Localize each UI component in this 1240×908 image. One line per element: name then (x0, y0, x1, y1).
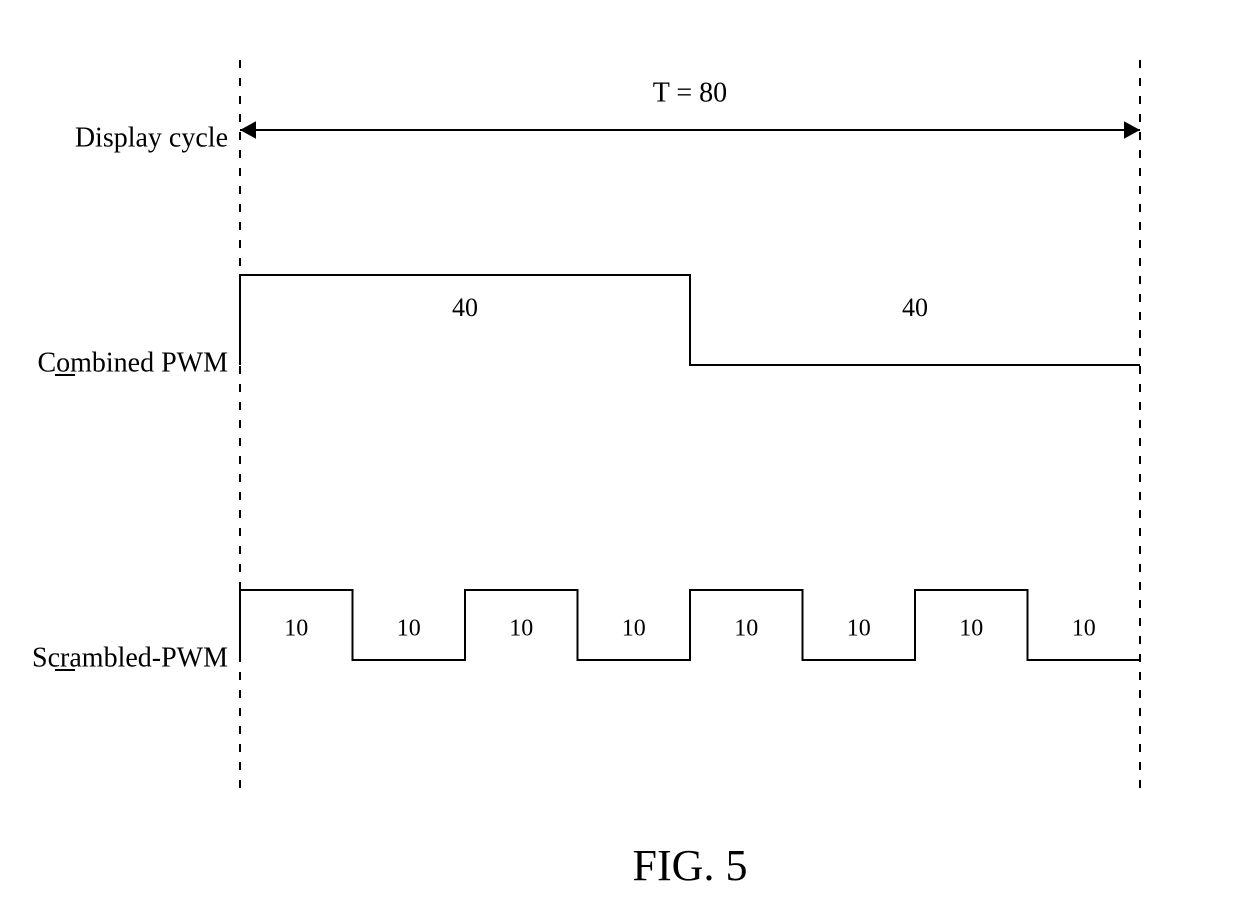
scrambled-segment-label-3: 10 (622, 616, 646, 642)
scrambled-segment-label-2: 10 (509, 616, 533, 642)
timing-diagram: T = 80 Display cycle Combined PWM Scrambled… (0, 0, 1240, 908)
period-label: T = 80 (653, 77, 727, 108)
display-cycle-label: Display cycle (75, 122, 228, 153)
combined-pwm-label: Combined PWM (37, 347, 228, 378)
scrambled-segment-label-6: 10 (959, 616, 983, 642)
combined-segment-label-1: 40 (902, 293, 928, 322)
scrambled-segment-label-5: 10 (847, 616, 871, 642)
figure-caption: FIG. 5 (633, 841, 748, 890)
scrambled-segment-label-1: 10 (397, 616, 421, 642)
scrambled-pwm-label: Scrambled-PWM (32, 642, 228, 673)
scrambled-segment-label-7: 10 (1072, 616, 1096, 642)
scrambled-segment-label-0: 10 (284, 616, 308, 642)
combined-segment-label-0: 40 (452, 293, 478, 322)
scrambled-segment-label-4: 10 (734, 616, 758, 642)
